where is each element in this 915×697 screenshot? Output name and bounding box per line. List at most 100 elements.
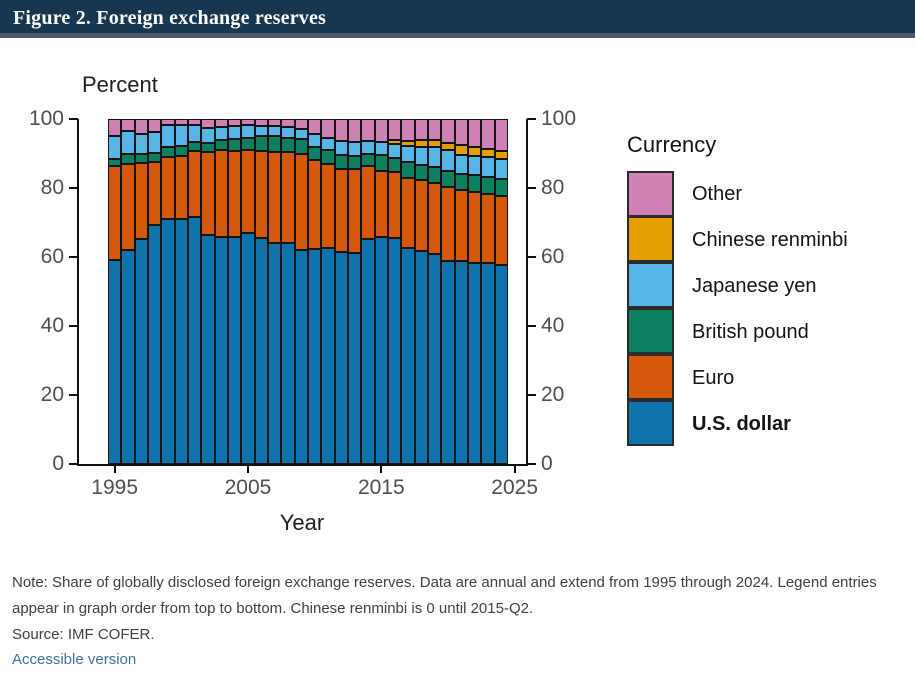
segment <box>361 141 375 154</box>
segment <box>387 157 402 173</box>
segment <box>374 171 388 238</box>
legend-label: Other <box>692 182 743 205</box>
segment <box>201 152 215 235</box>
segment <box>414 251 428 464</box>
segment <box>387 143 402 158</box>
legend-item: Other <box>627 171 848 217</box>
segment <box>334 251 348 464</box>
segment <box>347 252 362 464</box>
segment <box>161 125 175 148</box>
segment <box>427 183 442 255</box>
bar-2017 <box>401 119 415 464</box>
legend-item: Euro <box>627 354 848 401</box>
segment <box>387 140 402 144</box>
segment <box>427 254 442 464</box>
bar-2024 <box>494 119 508 464</box>
segment <box>441 150 455 172</box>
segment <box>494 119 508 152</box>
segment <box>281 151 295 243</box>
segment <box>401 162 415 178</box>
segment <box>441 171 455 188</box>
figure-title: Figure 2. Foreign exchange reserves <box>13 7 327 29</box>
bar-2010 <box>307 119 322 464</box>
segment <box>307 249 322 464</box>
y-tick-label: 20 <box>40 383 64 406</box>
segment <box>187 119 202 125</box>
segment <box>361 239 375 464</box>
y-axis-title: Percent <box>82 72 158 97</box>
x-tick <box>113 464 116 473</box>
bar-1995 <box>108 119 122 464</box>
figure-title-bar: Figure 2. Foreign exchange reserves <box>0 0 915 38</box>
segment <box>254 238 268 464</box>
legend-swatch <box>627 400 674 446</box>
y-tick <box>69 325 78 327</box>
y-tick-label: 100 <box>541 107 577 130</box>
segment <box>374 155 388 172</box>
segment <box>174 155 188 219</box>
segment <box>161 219 175 464</box>
segment <box>321 150 335 164</box>
segment <box>427 167 442 184</box>
segment <box>147 224 162 464</box>
segment <box>267 152 282 243</box>
segment <box>414 179 428 252</box>
segment <box>254 119 268 126</box>
segment <box>174 145 188 156</box>
y-tick <box>69 463 78 465</box>
segment <box>387 238 402 464</box>
x-tick-label: 2025 <box>491 476 539 499</box>
bar-2018 <box>414 119 428 464</box>
segment <box>427 119 442 141</box>
segment <box>281 119 295 128</box>
segment <box>427 146 442 168</box>
segment <box>201 234 215 464</box>
segment <box>467 119 482 147</box>
segment <box>281 242 295 464</box>
segment <box>254 151 268 239</box>
segment <box>494 196 508 265</box>
segment <box>134 153 148 163</box>
bar-2019 <box>427 119 442 464</box>
segment <box>241 125 255 138</box>
y-tick-label: 60 <box>40 245 64 268</box>
segment <box>334 154 348 169</box>
segment <box>254 125 268 137</box>
legend-items: Other Chinese renminbi Japanese yen British… <box>627 171 848 447</box>
segment <box>334 119 348 141</box>
segment <box>454 119 468 145</box>
segment <box>108 135 122 160</box>
segment <box>134 162 148 240</box>
bar-2008 <box>281 119 295 464</box>
bar-2004 <box>227 119 242 464</box>
segment <box>214 119 228 127</box>
bar-1997 <box>134 119 148 464</box>
segment <box>108 260 122 464</box>
segment <box>467 174 482 192</box>
segment <box>294 249 308 464</box>
segment <box>121 163 135 250</box>
bar-2022 <box>467 119 482 464</box>
bar-1998 <box>147 119 162 464</box>
bar-2013 <box>347 119 362 464</box>
segment <box>147 131 162 154</box>
segment <box>481 157 495 177</box>
accessible-version-link[interactable]: Accessible version <box>12 651 137 669</box>
legend-item: Japanese yen <box>627 262 848 309</box>
segment <box>134 133 148 154</box>
x-tick <box>380 464 383 473</box>
segment <box>254 136 268 152</box>
y-tick <box>69 118 78 120</box>
segment <box>187 217 202 464</box>
segment <box>227 119 242 127</box>
legend-item: British pound <box>627 308 848 355</box>
bar-2023 <box>481 119 495 464</box>
x-tick <box>246 464 249 473</box>
segment <box>267 135 282 153</box>
bar-2014 <box>361 119 375 464</box>
segment <box>374 119 388 143</box>
segment <box>161 157 175 220</box>
segment <box>227 126 242 140</box>
segment <box>467 262 482 464</box>
